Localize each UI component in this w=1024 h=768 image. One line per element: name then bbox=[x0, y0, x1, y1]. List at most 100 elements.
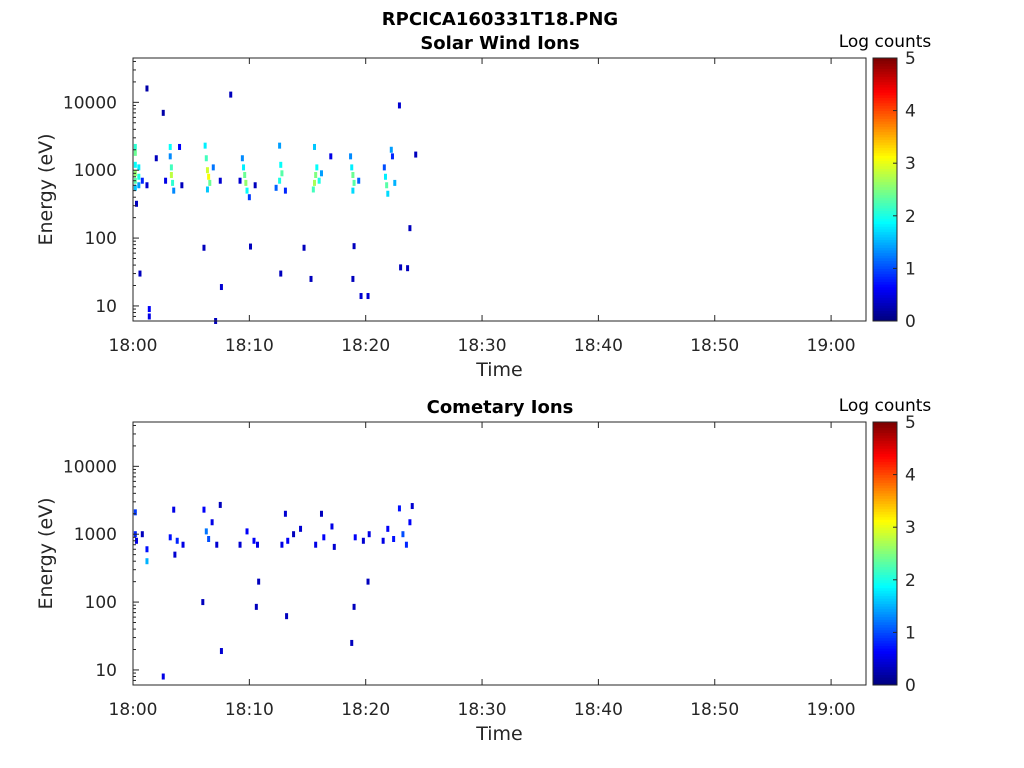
colorbar-segment bbox=[873, 682, 897, 686]
heatmap-cell bbox=[278, 142, 282, 149]
heatmap-cell bbox=[145, 85, 149, 92]
colorbar-segment bbox=[873, 113, 897, 117]
heatmap-cell bbox=[134, 200, 138, 207]
heatmap-cell bbox=[317, 177, 321, 184]
colorbar-segment bbox=[873, 508, 897, 512]
panel-1: Solar Wind Ions 18:00 18:10 18:20 18:30 18:40… bbox=[35, 32, 931, 381]
colorbar-segment bbox=[873, 500, 897, 505]
heatmap-cell bbox=[218, 501, 222, 508]
y-tick-label: 100 bbox=[85, 229, 117, 249]
heatmap-cell bbox=[404, 541, 408, 548]
colorbar-segment bbox=[873, 558, 897, 562]
heatmap-cell bbox=[385, 182, 389, 189]
colorbar-segment bbox=[873, 58, 897, 62]
y-tick-label: 10 bbox=[95, 297, 117, 317]
heatmap-cell bbox=[397, 505, 401, 512]
colorbar-segment bbox=[873, 529, 897, 533]
colorbar-segment bbox=[873, 613, 897, 618]
colorbar-segment bbox=[873, 661, 897, 665]
colorbar-segment bbox=[873, 521, 897, 526]
colorbar-segment bbox=[873, 532, 897, 536]
colorbar-segment bbox=[873, 310, 897, 314]
colorbar-segment bbox=[873, 200, 897, 204]
heatmap-cell bbox=[133, 143, 137, 150]
colorbar-segment bbox=[873, 579, 897, 583]
colorbar-segment bbox=[873, 136, 897, 141]
colorbar-segment bbox=[873, 181, 897, 185]
colorbar-segment bbox=[873, 131, 897, 135]
colorbar-segment bbox=[873, 435, 897, 439]
heatmap-cell bbox=[161, 109, 165, 116]
heatmap-cell bbox=[180, 182, 184, 189]
colorbar-tick-label: 1 bbox=[905, 259, 916, 279]
colorbar-segment bbox=[873, 107, 897, 112]
colorbar-segment bbox=[873, 674, 897, 678]
heatmap-cell bbox=[393, 179, 397, 186]
colorbar-segment bbox=[873, 677, 897, 681]
colorbar-segment bbox=[873, 278, 897, 283]
colorbar-tick-label: 5 bbox=[905, 413, 916, 433]
heatmap-cell bbox=[309, 275, 313, 282]
colorbar-segment bbox=[873, 592, 897, 597]
colorbar-segment bbox=[873, 150, 897, 154]
panel-title: Solar Wind Ions bbox=[420, 33, 579, 54]
heatmap-cell bbox=[285, 613, 289, 620]
colorbar-segment bbox=[873, 249, 897, 254]
colorbar-segment bbox=[873, 535, 897, 539]
colorbar-segment bbox=[873, 205, 897, 209]
colorbar-tick-label: 3 bbox=[905, 518, 916, 538]
colorbar-segment bbox=[873, 624, 897, 628]
heatmap-cell bbox=[147, 313, 151, 320]
heatmap-cell bbox=[350, 639, 354, 646]
heatmap-cell bbox=[349, 153, 353, 160]
colorbar-segment bbox=[873, 276, 897, 280]
colorbar-segment bbox=[873, 189, 897, 193]
colorbar-segment bbox=[873, 448, 897, 452]
x-tick-label: 18:00 bbox=[109, 700, 158, 720]
colorbar-segment bbox=[873, 255, 897, 259]
colorbar-segment bbox=[873, 571, 897, 576]
x-tick-label: 18:00 bbox=[109, 336, 158, 356]
colorbar-segment bbox=[873, 213, 897, 217]
y-axis-label: Energy (eV) bbox=[35, 497, 57, 609]
colorbar-segment bbox=[873, 477, 897, 481]
colorbar-segment bbox=[873, 144, 897, 148]
colorbar-segment bbox=[873, 100, 897, 104]
x-tick-label: 18:20 bbox=[341, 336, 390, 356]
colorbar-segment bbox=[873, 608, 897, 612]
colorbar-tick-label: 2 bbox=[905, 571, 916, 591]
heatmap-cell bbox=[134, 537, 138, 544]
colorbar-segment bbox=[873, 550, 897, 554]
heatmap-cell bbox=[397, 102, 401, 109]
colorbar-segment bbox=[873, 86, 897, 91]
colorbar-frame bbox=[872, 57, 898, 322]
colorbar-segment bbox=[873, 242, 897, 246]
colorbar-segment bbox=[873, 160, 897, 164]
colorbar-segment bbox=[873, 474, 897, 478]
heatmap-cell bbox=[283, 187, 287, 194]
colorbar-segment bbox=[873, 171, 897, 175]
colorbar-segment bbox=[873, 76, 897, 80]
colorbar-segment bbox=[873, 226, 897, 230]
heatmap-cell bbox=[215, 541, 219, 548]
heatmap-cell bbox=[257, 578, 261, 585]
heatmap-cells bbox=[133, 501, 414, 680]
colorbar-segment bbox=[873, 105, 897, 109]
colorbar-segment bbox=[873, 289, 897, 293]
colorbar-segment bbox=[873, 537, 897, 541]
colorbar-segment bbox=[873, 616, 897, 620]
colorbar-segment bbox=[873, 466, 897, 470]
colorbar-segment bbox=[873, 110, 897, 114]
colorbar-segment bbox=[873, 207, 897, 212]
y-tick-label: 10000 bbox=[63, 93, 117, 113]
heatmap-cell bbox=[255, 541, 259, 548]
colorbar-segment bbox=[873, 603, 897, 607]
heatmap-cell bbox=[137, 173, 141, 180]
heatmap-cell bbox=[210, 519, 214, 526]
heatmap-cell bbox=[283, 510, 287, 517]
heatmap-cell bbox=[243, 171, 247, 178]
heatmap-cell bbox=[329, 153, 333, 160]
heatmap-cell bbox=[361, 537, 365, 544]
heatmap-cell bbox=[203, 142, 207, 149]
colorbar-segment bbox=[873, 268, 897, 272]
